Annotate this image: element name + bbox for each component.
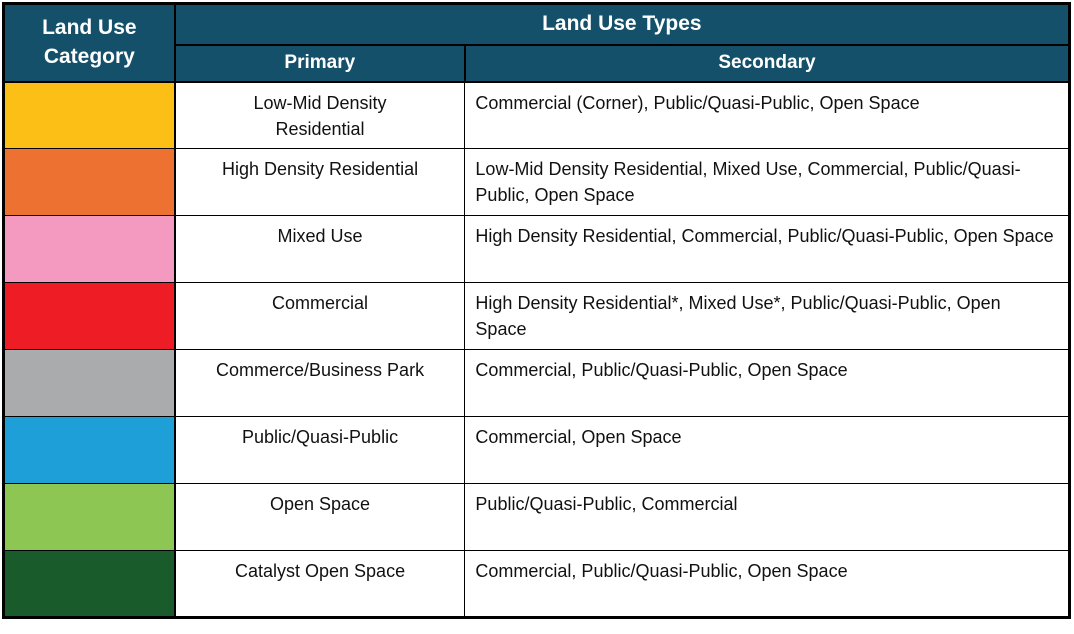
table-row: High Density Residential Low-Mid Density… [2, 148, 1070, 216]
table-row: Commerce/Business Park Commercial, Publi… [2, 349, 1070, 417]
color-swatch [2, 550, 176, 618]
table-row: Mixed Use High Density Residential, Comm… [2, 215, 1070, 283]
primary-land-use: Commercial [174, 282, 466, 350]
secondary-land-uses: Commercial, Public/Quasi-Public, Open Sp… [464, 349, 1070, 417]
header-land-use-category: Land Use Category [2, 2, 176, 83]
secondary-land-uses: Public/Quasi-Public, Commercial [464, 483, 1070, 551]
color-swatch [2, 349, 176, 417]
primary-land-use: Open Space [174, 483, 466, 551]
primary-land-use: Public/Quasi-Public [174, 416, 466, 484]
color-swatch [2, 215, 176, 283]
color-swatch [2, 282, 176, 350]
secondary-land-uses: Commercial, Public/Quasi-Public, Open Sp… [464, 550, 1070, 618]
table-row: Public/Quasi-Public Commercial, Open Spa… [2, 416, 1070, 484]
color-swatch [2, 148, 176, 216]
primary-land-use: High Density Residential [174, 148, 466, 216]
secondary-land-uses: Commercial, Open Space [464, 416, 1070, 484]
primary-land-use: Commerce/Business Park [174, 349, 466, 417]
land-use-table: Land Use Category Land Use Types Primary… [2, 2, 1071, 619]
primary-land-use: Catalyst Open Space [174, 550, 466, 618]
header-primary: Primary [173, 43, 466, 83]
color-swatch [2, 483, 176, 551]
table-body: Low-Mid Density Residential Commercial (… [2, 80, 1070, 618]
secondary-land-uses: High Density Residential*, Mixed Use*, P… [464, 282, 1070, 350]
secondary-land-uses: Low-Mid Density Residential, Mixed Use, … [464, 148, 1070, 216]
table-row: Open Space Public/Quasi-Public, Commerci… [2, 483, 1070, 551]
table-row: Commercial High Density Residential*, Mi… [2, 282, 1070, 350]
color-swatch [2, 80, 176, 149]
primary-land-use: Low-Mid Density Residential [174, 80, 466, 149]
table-header: Land Use Category Land Use Types Primary… [2, 2, 1071, 83]
header-land-use-types: Land Use Types [173, 2, 1071, 46]
land-use-table-container: Land Use Category Land Use Types Primary… [2, 2, 1072, 619]
header-secondary: Secondary [463, 43, 1071, 83]
table-row: Low-Mid Density Residential Commercial (… [2, 80, 1070, 149]
table-row: Catalyst Open Space Commercial, Public/Q… [2, 550, 1070, 618]
primary-land-use: Mixed Use [174, 215, 466, 283]
color-swatch [2, 416, 176, 484]
secondary-land-uses: Commercial (Corner), Public/Quasi-Public… [464, 80, 1070, 149]
secondary-land-uses: High Density Residential, Commercial, Pu… [464, 215, 1070, 283]
